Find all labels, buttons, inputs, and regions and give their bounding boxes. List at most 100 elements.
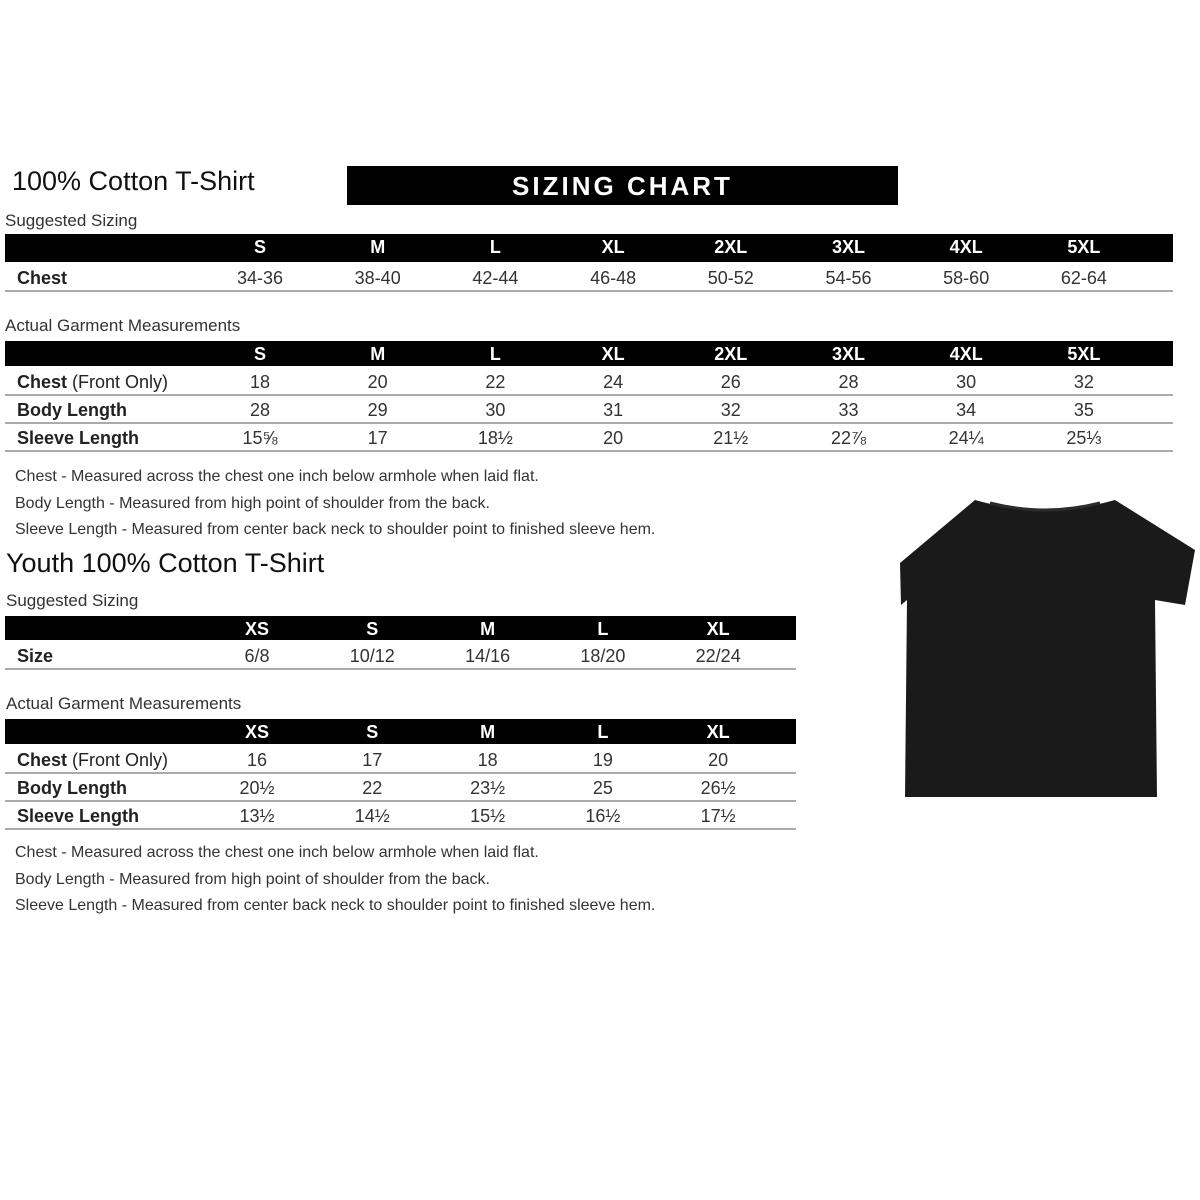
size-header-s: S [366, 619, 379, 639]
tshirt-body [900, 500, 1195, 797]
tshirt-collar [989, 501, 1101, 512]
cell-value: 46-48 [590, 268, 637, 288]
size-header-xl: XL [706, 722, 730, 742]
cell-value: 50-52 [707, 268, 754, 288]
youth-suggested-label: Suggested Sizing [6, 591, 139, 610]
cell-value: 29 [367, 400, 388, 420]
size-header-4xl: 4XL [949, 237, 983, 257]
adult-actual-label: Actual Garment Measurements [5, 316, 241, 335]
cell-value: 34 [956, 400, 977, 420]
cell-value: 30 [956, 372, 977, 392]
note-line: Sleeve Length - Measured from center bac… [15, 521, 656, 538]
cell-value: 54-56 [825, 268, 872, 288]
row-label: Sleeve Length [17, 806, 139, 827]
cell-value: 31 [603, 400, 624, 420]
cell-value: 26½ [700, 778, 736, 798]
table-row: Size 6/8 10/12 14/16 18/20 22/24 [5, 642, 796, 670]
cell-value: 20 [708, 750, 729, 770]
cell-value: 18 [477, 750, 498, 770]
cell-value: 21½ [713, 428, 749, 448]
size-header-xs: XS [244, 619, 270, 639]
youth-suggested-table: XS S M L XL Size 6/8 10/12 14/16 18/20 22/24 [5, 616, 796, 676]
row-label: Chest (Front Only) [17, 372, 168, 393]
size-header-m: M [480, 619, 496, 639]
cell-value: 20 [603, 428, 624, 448]
row-label: Size [17, 646, 53, 667]
cell-value: 33 [838, 400, 859, 420]
adult-suggested-label: Suggested Sizing [5, 211, 138, 230]
cell-value: 18 [249, 372, 271, 392]
adult-actual-table: S M L XL 2XL 3XL 4XL 5XL Chest (Front Only) 18 20 2… [5, 341, 1173, 456]
row-label-extra: (Front Only) [67, 372, 169, 392]
row-label-text: Body Length [17, 400, 127, 420]
cell-value: 14/16 [465, 646, 511, 666]
size-header-s: S [253, 344, 267, 364]
row-divider [5, 422, 1173, 424]
row-divider [5, 394, 1173, 396]
cell-value: 15½ [470, 806, 506, 826]
cell-value: 13½ [239, 806, 275, 826]
size-header-s: S [366, 722, 379, 742]
cell-value: 22 [485, 372, 506, 392]
cell-value: 14½ [354, 806, 390, 826]
size-header-3xl: 3XL [831, 344, 866, 364]
cell-value: 10/12 [349, 646, 395, 666]
row-label: Chest [17, 268, 67, 289]
cell-value: 24 [603, 372, 624, 392]
cell-value: 24¼ [948, 428, 984, 448]
cell-value: 38-40 [354, 268, 401, 288]
row-divider [5, 800, 796, 802]
cell-value: 62-64 [1060, 268, 1107, 288]
row-label: Body Length [17, 778, 127, 799]
size-header-s: S [253, 237, 267, 257]
size-header-l: L [597, 619, 609, 639]
size-header-row: XS S M L XL [5, 616, 796, 640]
row-divider [5, 450, 1173, 452]
size-header-row: S M L XL 2XL 3XL 4XL 5XL [5, 341, 1173, 366]
size-header-xs: XS [244, 722, 270, 742]
size-header-l: L [489, 237, 501, 257]
size-header-m: M [370, 344, 386, 364]
cell-value: 30 [485, 400, 506, 420]
size-header-4xl: 4XL [949, 344, 983, 364]
table-row: Chest (Front Only) 18 20 22 24 26 28 30 32 [5, 368, 1173, 396]
cell-value: 28 [838, 372, 859, 392]
row-label-extra: (Front Only) [67, 750, 169, 770]
table-row: Sleeve Length 13½ 14½ 15½ 16½ 17½ [5, 802, 796, 830]
youth-title: Youth 100% Cotton T-Shirt [6, 548, 325, 578]
note-line: Body Length - Measured from high point o… [15, 870, 490, 888]
row-divider [5, 772, 796, 774]
note-line: Sleeve Length - Measured from center bac… [15, 897, 656, 914]
row-divider [5, 290, 1173, 292]
row-label-text: Chest [17, 372, 68, 392]
cell-value: 16½ [585, 806, 621, 826]
note-line: Body Length - Measured from high point o… [15, 494, 490, 512]
size-header-2xl: 2XL [714, 344, 748, 364]
size-header-5xl: 5XL [1067, 237, 1101, 257]
cell-value: 26 [720, 372, 741, 392]
cell-value: 22/24 [695, 646, 741, 666]
table-row: Body Length 20½ 22 23½ 25 26½ [5, 774, 796, 802]
cell-value: 25 [592, 778, 613, 798]
row-label: Sleeve Length [17, 428, 139, 449]
size-header-xl: XL [706, 619, 730, 639]
row-label-text: Chest [17, 268, 68, 288]
size-header-5xl: 5XL [1067, 344, 1101, 364]
cell-value: 32 [1073, 372, 1094, 392]
row-divider [5, 828, 796, 830]
row-label-text: Body Length [17, 778, 127, 798]
row-label-text: Chest [17, 750, 68, 770]
size-header-m: M [480, 722, 496, 742]
youth-actual-label: Actual Garment Measurements [6, 694, 242, 713]
table-row: Sleeve Length 15⅝ 17 18½ 20 21½ 22⅞ 24¼ 25⅓ [5, 424, 1173, 452]
adult-title: 100% Cotton T-Shirt [12, 166, 255, 196]
sizing-chart-banner: SIZING CHART [347, 166, 898, 205]
cell-value: 18½ [477, 428, 513, 448]
black-tshirt-icon [900, 500, 1195, 797]
cell-value: 34-36 [236, 268, 284, 288]
size-header-m: M [370, 237, 386, 257]
row-label-text: Size [17, 646, 54, 666]
row-label: Chest (Front Only) [17, 750, 168, 771]
cell-value: 17 [362, 750, 383, 770]
size-header-l: L [489, 344, 501, 364]
